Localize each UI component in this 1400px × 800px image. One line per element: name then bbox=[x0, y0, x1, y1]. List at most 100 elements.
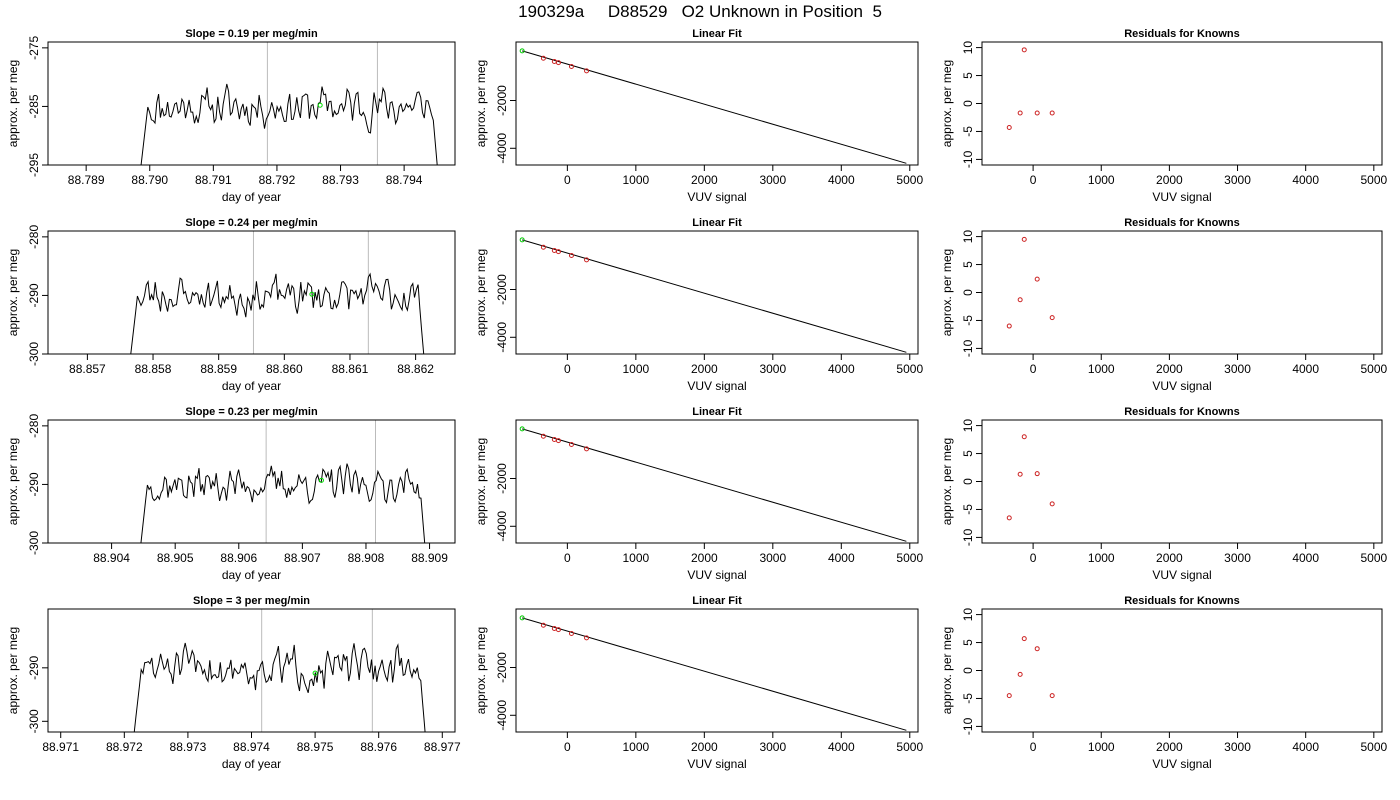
y-axis-label: approx. per meg bbox=[940, 249, 954, 336]
x-tick-label: 0 bbox=[1030, 740, 1037, 754]
fit-line bbox=[522, 50, 907, 164]
y-axis-label: approx. per meg bbox=[940, 438, 954, 525]
y-tick-label: 0 bbox=[961, 100, 975, 107]
y-tick-label: -290 bbox=[27, 472, 41, 496]
y-tick-label: -4000 bbox=[495, 511, 509, 542]
panel-title: Residuals for Knowns bbox=[1124, 595, 1240, 607]
x-tick-label: 3000 bbox=[1224, 362, 1251, 376]
x-tick-label: 1000 bbox=[1088, 740, 1115, 754]
panel-trace-row-2: Slope = 0.24 per meg/min 88.857 88.858 88.8… bbox=[6, 217, 456, 393]
y-tick-label: -10 bbox=[961, 717, 975, 735]
plot-frame bbox=[981, 608, 1383, 733]
x-axis-label: day of year bbox=[222, 757, 281, 771]
y-tick-label: 10 bbox=[961, 230, 975, 244]
panel-fit-row-1: Linear Fit 0 1000 2000 3000 4000 5000 -4000 -200… bbox=[474, 28, 923, 204]
plot-frame bbox=[515, 230, 919, 355]
unknown-point bbox=[519, 426, 525, 432]
y-tick-label: -300 bbox=[27, 342, 41, 366]
panel-title: Slope = 0.19 per meg/min bbox=[185, 28, 318, 40]
plot-area bbox=[519, 426, 907, 542]
x-tick-label: 5000 bbox=[896, 173, 923, 187]
y-axis-label: approx. per meg bbox=[474, 627, 488, 714]
x-tick-label: 1000 bbox=[622, 740, 649, 754]
x-tick-label: 0 bbox=[564, 551, 571, 565]
unknown-point bbox=[519, 615, 525, 621]
x-tick-label: 88.859 bbox=[200, 362, 237, 376]
x-tick-label: 3000 bbox=[759, 740, 786, 754]
y-axis-label: approx. per meg bbox=[474, 60, 488, 147]
plot-frame bbox=[515, 41, 919, 166]
y-tick-label: -5 bbox=[961, 693, 975, 704]
plot-frame bbox=[47, 230, 456, 355]
plot-frame bbox=[47, 41, 456, 166]
residual-point bbox=[1034, 471, 1040, 477]
x-tick-label: 88.790 bbox=[131, 173, 168, 187]
y-tick-label: -295 bbox=[27, 153, 41, 177]
x-axis-label: VUV signal bbox=[687, 379, 746, 393]
panel-fit-row-3: Linear Fit 0 1000 2000 3000 4000 5000 -4000 -200… bbox=[474, 406, 923, 582]
plot-area bbox=[1006, 236, 1055, 329]
plot-area bbox=[140, 42, 438, 165]
x-tick-label: 4000 bbox=[828, 173, 855, 187]
y-tick-label: -280 bbox=[27, 225, 41, 249]
x-tick-label: 5000 bbox=[1360, 551, 1387, 565]
x-tick-label: 88.971 bbox=[42, 740, 79, 754]
y-axis-label: approx. per meg bbox=[6, 60, 20, 147]
x-axis-label: day of year bbox=[222, 568, 281, 582]
y-tick-label: 0 bbox=[961, 667, 975, 674]
residual-point bbox=[1006, 515, 1012, 521]
signal-trace bbox=[130, 272, 425, 354]
known-point bbox=[540, 622, 546, 628]
x-tick-label: 88.974 bbox=[233, 740, 270, 754]
panel-trace-row-4: Slope = 3 per meg/min 88.971 88.972 88.973 8… bbox=[6, 595, 461, 771]
y-tick-label: -10 bbox=[961, 528, 975, 546]
residual-point bbox=[1049, 315, 1055, 321]
y-axis-label: approx. per meg bbox=[940, 60, 954, 147]
x-tick-label: 5000 bbox=[1360, 362, 1387, 376]
panel-residuals-row-4: Residuals for Knowns 0 1000 2000 3000 4000 500… bbox=[940, 595, 1387, 771]
panel-residuals-row-1: Residuals for Knowns 0 1000 2000 3000 4000 500… bbox=[940, 28, 1387, 204]
known-point bbox=[568, 252, 574, 258]
unknown-point bbox=[519, 237, 525, 243]
residual-point bbox=[1017, 471, 1023, 477]
y-axis-label: approx. per meg bbox=[6, 438, 20, 525]
x-tick-label: 0 bbox=[564, 173, 571, 187]
y-tick-label: 5 bbox=[961, 72, 975, 79]
plot-area bbox=[519, 48, 907, 164]
panel-title: Linear Fit bbox=[692, 595, 742, 607]
x-tick-label: 88.857 bbox=[69, 362, 106, 376]
x-tick-label: 3000 bbox=[759, 173, 786, 187]
signal-trace bbox=[140, 83, 438, 165]
residual-point bbox=[1017, 671, 1023, 677]
residual-point bbox=[1021, 47, 1027, 53]
plot-area bbox=[1006, 434, 1055, 521]
residual-point bbox=[1034, 646, 1040, 652]
residual-point bbox=[1049, 110, 1055, 116]
x-tick-label: 88.973 bbox=[170, 740, 207, 754]
plot-frame bbox=[47, 608, 456, 733]
panel-residuals-row-2: Residuals for Knowns 0 1000 2000 3000 4000 500… bbox=[940, 217, 1387, 393]
x-axis-label: VUV signal bbox=[1152, 568, 1211, 582]
x-tick-label: 0 bbox=[1030, 362, 1037, 376]
y-tick-label: 10 bbox=[961, 419, 975, 433]
panel-trace-row-3: Slope = 0.23 per meg/min 88.904 88.905 88.9… bbox=[6, 406, 456, 582]
x-axis-label: VUV signal bbox=[1152, 190, 1211, 204]
y-tick-label: 5 bbox=[961, 261, 975, 268]
x-tick-label: 88.908 bbox=[348, 551, 385, 565]
y-tick-label: -10 bbox=[961, 339, 975, 357]
y-tick-label: -5 bbox=[961, 315, 975, 326]
x-tick-label: 1000 bbox=[622, 551, 649, 565]
known-point bbox=[555, 60, 561, 66]
y-tick-label: -300 bbox=[27, 709, 41, 733]
y-tick-label: -4000 bbox=[495, 700, 509, 731]
residual-point bbox=[1017, 110, 1023, 116]
x-tick-label: 5000 bbox=[896, 740, 923, 754]
plot-area bbox=[133, 609, 426, 732]
x-tick-label: 88.972 bbox=[106, 740, 143, 754]
plot-frame bbox=[981, 41, 1383, 166]
x-tick-label: 5000 bbox=[896, 551, 923, 565]
residual-point bbox=[1017, 297, 1023, 303]
panel-residuals-row-3: Residuals for Knowns 0 1000 2000 3000 4000 500… bbox=[940, 406, 1387, 582]
plot-frame bbox=[47, 419, 456, 544]
